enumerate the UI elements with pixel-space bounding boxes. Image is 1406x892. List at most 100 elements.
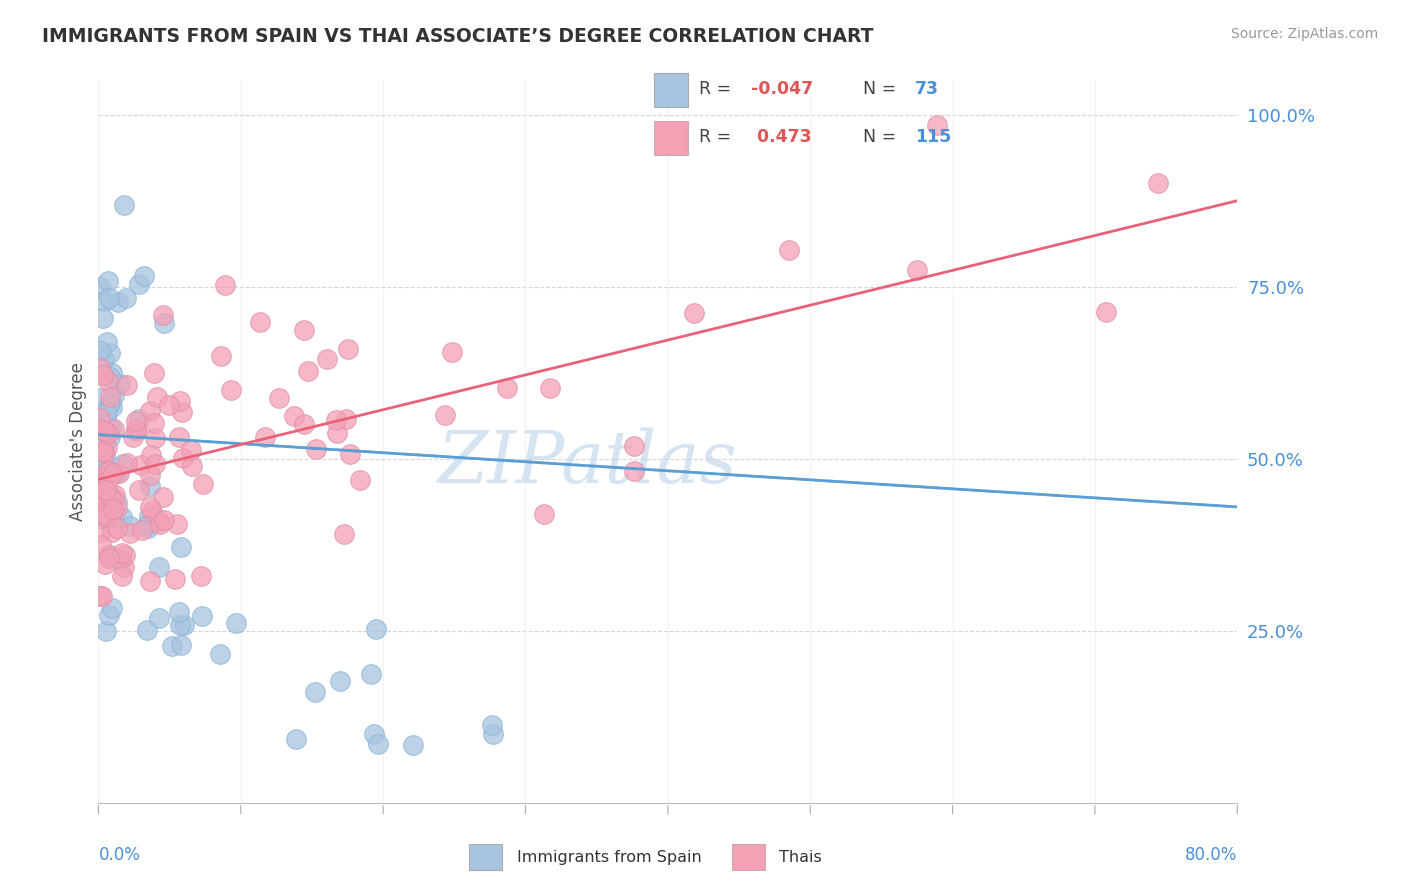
Point [89, 391, 111, 405]
Point [145, 457, 167, 471]
Point [98, 430, 121, 444]
Point [360, 666, 382, 681]
Point [96, 483, 118, 498]
Point [169, 617, 191, 632]
Point [100, 601, 122, 615]
Point [160, 639, 183, 653]
Point [93, 368, 115, 383]
Point [221, 383, 243, 397]
FancyBboxPatch shape [654, 121, 688, 155]
Point [94, 509, 117, 524]
Point [94, 483, 117, 498]
Point [440, 345, 463, 359]
Point [96, 405, 118, 419]
Point [100, 366, 122, 380]
Point [482, 727, 505, 741]
Point [496, 381, 519, 395]
Point [138, 478, 160, 492]
Point [118, 519, 141, 533]
Point [89, 411, 111, 425]
Text: 80.0%: 80.0% [1185, 847, 1237, 864]
Text: R =: R = [699, 80, 737, 98]
Point [90, 490, 112, 504]
Point [89, 524, 111, 539]
Point [190, 569, 212, 583]
Point [367, 737, 389, 751]
Point [433, 408, 456, 422]
Point [297, 364, 319, 378]
Point [112, 198, 135, 212]
Point [167, 605, 190, 619]
Point [143, 366, 166, 380]
Point [103, 388, 125, 402]
Point [98, 397, 121, 411]
Point [100, 491, 122, 505]
Point [105, 467, 128, 481]
Point [172, 451, 194, 466]
Point [225, 615, 247, 630]
Point [125, 414, 148, 428]
Point [128, 412, 150, 426]
Point [138, 508, 160, 523]
Point [333, 526, 356, 541]
Point [125, 424, 148, 438]
Point [905, 262, 928, 277]
Point [249, 315, 271, 329]
Point [91, 444, 114, 458]
Point [139, 574, 162, 589]
Point [683, 306, 706, 320]
Text: N =: N = [863, 80, 901, 98]
Point [93, 351, 115, 366]
Point [134, 268, 156, 283]
Point [89, 469, 111, 483]
Text: 0.0%: 0.0% [98, 847, 141, 864]
Point [94, 450, 117, 465]
Point [115, 377, 138, 392]
Point [623, 439, 645, 453]
Point [778, 243, 800, 257]
Point [97, 274, 120, 288]
Point [304, 685, 326, 699]
Point [100, 421, 122, 435]
Point [111, 569, 134, 583]
Point [118, 526, 141, 541]
Text: Thais: Thais [779, 850, 823, 864]
Point [97, 474, 120, 488]
Point [214, 277, 236, 292]
Point [170, 638, 193, 652]
Point [121, 429, 143, 443]
Point [169, 393, 191, 408]
Point [349, 474, 371, 488]
Point [335, 412, 357, 426]
Point [169, 430, 191, 444]
Point [96, 442, 118, 456]
Point [131, 458, 153, 472]
Point [97, 550, 120, 565]
Point [90, 498, 112, 512]
Point [623, 464, 645, 478]
Point [97, 607, 120, 622]
Point [93, 424, 115, 438]
Point [148, 610, 170, 624]
Point [91, 590, 114, 604]
Point [136, 520, 159, 534]
Point [97, 425, 120, 440]
Point [209, 349, 232, 363]
Point [93, 557, 115, 571]
Point [94, 495, 117, 509]
Point [139, 468, 162, 483]
Point [114, 548, 136, 562]
Point [125, 421, 148, 435]
Point [165, 572, 187, 586]
Text: R =: R = [699, 128, 737, 146]
FancyBboxPatch shape [654, 73, 688, 106]
Point [104, 488, 127, 502]
Point [90, 477, 112, 491]
Point [253, 430, 276, 444]
Point [191, 477, 214, 491]
Point [94, 513, 117, 527]
FancyBboxPatch shape [468, 845, 502, 870]
Point [157, 399, 180, 413]
Point [97, 374, 120, 388]
Point [143, 431, 166, 445]
